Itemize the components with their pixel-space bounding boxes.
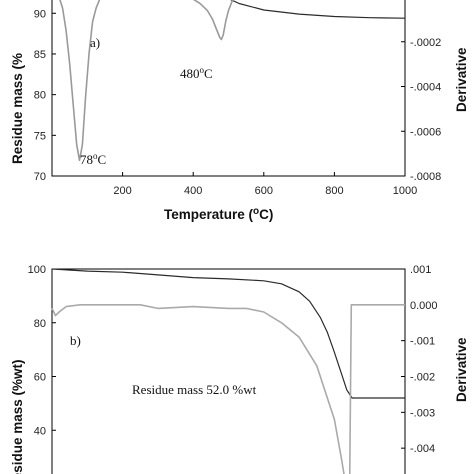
series-line-residue-mass [51,268,405,399]
y-tick-label: 60 [34,372,46,384]
x-tick-label: 600 [255,185,273,197]
y-tick-label: 80 [34,90,46,102]
panel-b-y-axis-title: Residue mass (%wt) [10,359,25,474]
panel-b-label: b) [70,333,81,348]
panel-a-y2-axis-title: Derivative [454,47,469,112]
y2-tick-label: -.0008 [410,171,441,183]
x-tick-label: 200 [113,185,131,197]
panel-a-label: a) [90,35,100,50]
y2-tick-label: -.0006 [410,126,441,138]
y2-tick-label: -.001 [410,336,435,348]
series-line-derivative [59,0,235,162]
x-tick-label: 800 [325,185,343,197]
y-tick-label: 100 [28,264,46,276]
y-tick-label: 85 [34,49,46,61]
annotation-78c: 78oC [80,151,106,167]
y-tick-label: 70 [34,171,46,183]
x-tick-label: 400 [184,185,202,197]
panel-a-x-axis-title: Temperature (oC) [164,206,273,222]
panel-a: 70 75 80 85 90 -.0002 -.0004 -.0006 -.0008 200 400… [10,0,469,222]
panel-b-series [51,268,405,474]
y-tick-label: 80 [34,318,46,330]
annotation-residue-mass: Residue mass 52.0 %wt [132,382,257,397]
panel-b-y2-axis-title: Derivative [454,337,469,402]
y2-tick-label: -.0002 [410,37,441,49]
panel-b-ticks: 10080604020.0010.000-.001-.002-.003-.004… [28,264,438,455]
panel-a-y-axis-title: Residue mass (% [10,53,25,164]
y2-tick-label: -.0004 [410,82,441,94]
annotation-480c: 480oC [180,65,213,81]
panel-a-series [59,0,406,162]
x-tick-label: 1000 [393,185,417,197]
y2-tick-label: -.003 [410,407,435,419]
y2-tick-label: -.004 [410,443,435,455]
y2-tick-label: 0.000 [410,300,438,312]
panel-a-plot-frame [51,0,406,177]
panel-a-ticks: 70 75 80 85 90 -.0002 -.0004 -.0006 -.0008 200 400… [34,8,441,197]
y-tick-label: 90 [34,8,46,20]
y2-tick-label: -.002 [410,372,435,384]
panel-b: 10080604020.0010.000-.001-.002-.003-.004… [10,264,469,474]
panel-b-plot-frame [51,268,406,474]
y2-tick-label: .001 [410,264,431,276]
series-line-residue-mass [230,0,406,19]
series-line-derivative [51,303,405,474]
y-tick-label: 75 [34,130,46,142]
y-tick-label: 40 [34,425,46,437]
